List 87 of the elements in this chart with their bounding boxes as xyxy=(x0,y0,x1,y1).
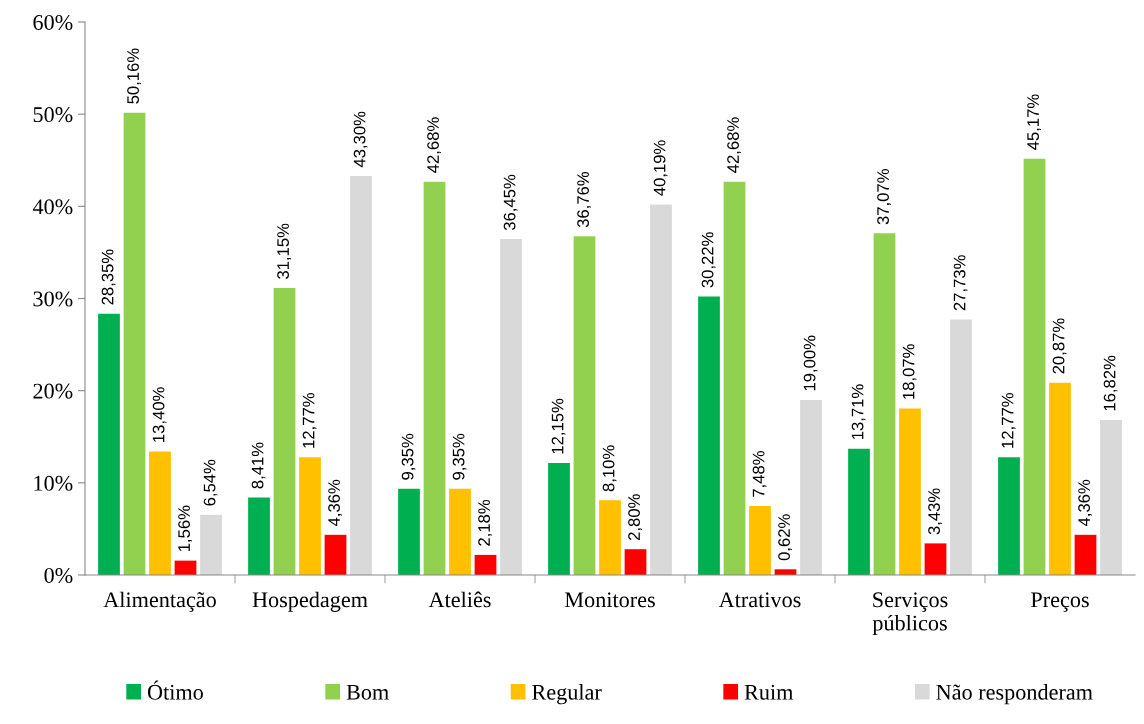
x-tick-label: Serviços públicos xyxy=(872,592,948,636)
legend-label: Não responderam xyxy=(936,684,1093,705)
bar xyxy=(98,313,120,575)
bar xyxy=(573,236,596,575)
bar xyxy=(449,488,471,575)
data-label: 31,15% xyxy=(277,223,291,279)
data-label: 4,36% xyxy=(328,479,342,527)
bar xyxy=(149,451,171,575)
bar xyxy=(848,448,870,575)
bar xyxy=(273,287,296,575)
bar xyxy=(423,181,446,575)
data-label: 28,35% xyxy=(101,249,116,305)
bar xyxy=(624,549,647,575)
bar xyxy=(998,457,1020,575)
x-tick-label: Ateliês xyxy=(428,591,491,608)
data-label: 45,17% xyxy=(1027,94,1041,150)
data-label: 20,87% xyxy=(1052,318,1067,374)
bar xyxy=(299,457,321,575)
data-label: 12,15% xyxy=(551,398,566,454)
data-label: 30,22% xyxy=(701,232,716,288)
bar xyxy=(350,175,372,575)
data-label: 42,68% xyxy=(427,117,441,173)
data-label: 13,40% xyxy=(152,387,167,442)
data-label: 13,71% xyxy=(851,384,866,440)
data-label: 4,36% xyxy=(1078,479,1092,527)
data-label: 37,07% xyxy=(877,169,891,225)
bar xyxy=(950,319,972,575)
x-tick-label: Monitores xyxy=(564,592,655,608)
bar xyxy=(1049,382,1071,575)
data-label: 16,82% xyxy=(1103,355,1118,411)
bar xyxy=(723,181,746,575)
bar xyxy=(123,112,146,575)
data-label: 0,62% xyxy=(778,514,792,561)
bar xyxy=(1074,534,1097,575)
data-label: 18,07% xyxy=(902,344,917,399)
y-tick-label: 50% xyxy=(33,107,73,123)
data-label: 9,35% xyxy=(452,433,467,480)
bar xyxy=(899,408,921,575)
y-tick-label: 40% xyxy=(32,199,73,215)
y-tick-label: 20% xyxy=(33,383,73,399)
x-tick-label: Atrativos xyxy=(718,592,801,608)
bar xyxy=(500,239,522,575)
bar xyxy=(650,204,672,575)
bar xyxy=(474,554,497,575)
bar xyxy=(200,514,222,575)
data-label: 12,77% xyxy=(1001,393,1016,448)
data-label: 8,10% xyxy=(602,445,617,492)
x-tick-label: Preços xyxy=(1031,592,1089,612)
data-label: 12,77% xyxy=(302,393,317,448)
data-label: 36,45% xyxy=(503,174,518,231)
data-label: 3,43% xyxy=(928,488,942,535)
data-label: 6,54% xyxy=(203,459,218,506)
data-label: 2,80% xyxy=(628,494,642,541)
bar xyxy=(324,534,347,575)
bar xyxy=(924,543,947,575)
data-label: 1,56% xyxy=(178,505,192,552)
bar xyxy=(248,497,270,575)
data-label: 43,30% xyxy=(353,111,368,168)
y-tick-label: 30% xyxy=(33,291,73,307)
legend-label: Ruim xyxy=(744,684,794,700)
data-label: 9,35% xyxy=(401,433,416,480)
data-label: 2,18% xyxy=(478,499,492,546)
bar xyxy=(599,500,621,575)
bar xyxy=(398,488,420,575)
bar xyxy=(749,506,771,575)
data-label: 42,68% xyxy=(727,117,741,173)
data-label: 36,76% xyxy=(577,171,591,228)
y-tick-label: 60% xyxy=(33,14,73,30)
x-tick-label: Alimentação xyxy=(103,591,216,612)
legend-label: Bom xyxy=(346,684,389,700)
bar xyxy=(698,296,720,575)
data-label: 19,00% xyxy=(803,335,818,391)
bar xyxy=(1023,158,1046,575)
data-label: 27,73% xyxy=(953,255,968,311)
legend-label: Regular xyxy=(532,684,602,705)
bar xyxy=(800,399,822,575)
data-label: 50,16% xyxy=(127,48,141,104)
data-label: 8,41% xyxy=(251,442,266,489)
data-label: 40,19% xyxy=(653,140,668,196)
bar xyxy=(873,233,896,575)
data-label: 7,48% xyxy=(752,451,767,497)
x-tick-label: Hospedagem xyxy=(252,591,368,612)
bar xyxy=(1100,419,1122,575)
bar xyxy=(548,463,570,575)
legend-label: Ótimo xyxy=(147,680,203,700)
y-tick-label: 0% xyxy=(44,567,73,583)
y-tick-label: 10% xyxy=(34,475,73,491)
